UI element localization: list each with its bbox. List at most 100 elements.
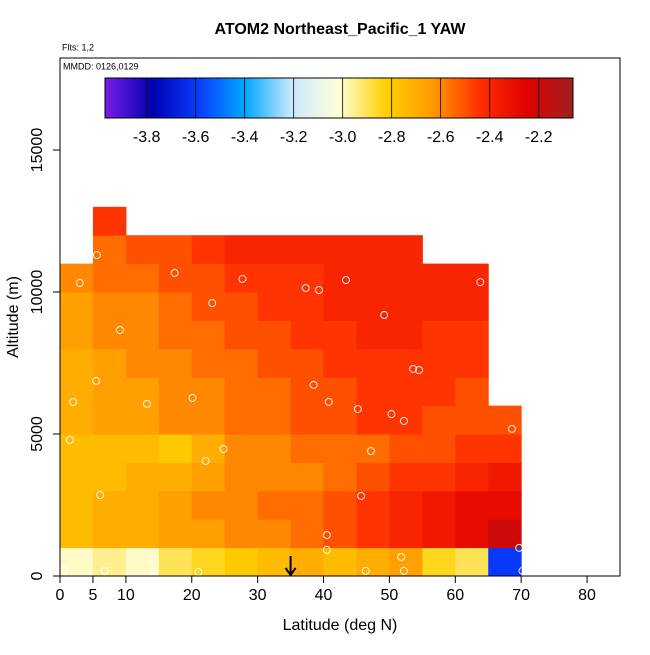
sample-point (518, 566, 527, 575)
heat-cell (257, 292, 292, 321)
heat-cell (92, 377, 127, 407)
heat-cell (422, 547, 456, 577)
heat-cell (191, 320, 226, 350)
heat-cell (257, 434, 292, 463)
heat-cell (224, 348, 259, 378)
heat-cell (323, 320, 357, 350)
heat-cell (125, 405, 160, 435)
heat-cell (257, 320, 292, 350)
heat-cell (455, 519, 489, 549)
heat-cell (422, 348, 456, 378)
heat-cell (455, 434, 489, 463)
heat-cell (125, 320, 160, 350)
sample-point (515, 543, 524, 552)
heat-cell (60, 263, 94, 293)
heat-cell (158, 377, 193, 407)
heat-cell (323, 348, 357, 378)
heat-cell (356, 519, 390, 549)
sample-point (143, 399, 151, 408)
annotation: MMDD: 0126,0129 (63, 61, 139, 71)
heat-cell (60, 519, 94, 549)
heat-cell (224, 263, 259, 293)
x-tick-label: 50 (381, 587, 399, 604)
sample-point (75, 278, 84, 287)
heat-cell (422, 405, 456, 435)
heat-cell (356, 462, 390, 492)
sample-point (322, 531, 331, 540)
heat-cell (356, 292, 390, 321)
colorbar (104, 77, 574, 119)
sample-point (380, 311, 389, 319)
sample-point (84, 251, 93, 260)
sample-point (314, 286, 323, 294)
heat-cell (389, 377, 423, 407)
y-axis-label: Altitude (m) (5, 276, 22, 358)
heat-cell (224, 320, 259, 350)
colorbar-tick-label: -2.2 (525, 129, 553, 146)
heat-cell (92, 405, 127, 435)
sample-point (130, 225, 139, 233)
x-tick-label: 30 (249, 587, 267, 604)
heat-cell (422, 320, 456, 350)
colorbar-tick-label: -3.0 (329, 129, 357, 146)
sample-point (353, 405, 362, 413)
sample-point (387, 410, 396, 419)
heat-cell (356, 320, 390, 350)
heat-cell (422, 292, 456, 321)
heat-cell (125, 292, 160, 321)
heat-cell (455, 547, 489, 577)
heat-cell (158, 547, 193, 577)
latitude-marker (284, 556, 297, 577)
heat-cell (224, 462, 259, 492)
heat-cell (488, 519, 522, 549)
heat-cell (125, 462, 160, 492)
heat-cell (257, 263, 292, 293)
heat-cell (158, 320, 193, 350)
heat-cell (290, 405, 325, 435)
heat-cell (60, 320, 94, 350)
sample-point (324, 397, 333, 406)
sample-point (397, 553, 406, 561)
x-tick-label: 60 (446, 587, 464, 604)
heat-cell (422, 377, 456, 407)
heat-cell (125, 235, 160, 265)
sample-point (399, 566, 408, 575)
heat-cell (455, 320, 489, 350)
heat-cell (422, 263, 456, 293)
colorbar-tick-label: -3.2 (280, 129, 308, 146)
heat-cell (455, 263, 489, 293)
heat-cell (191, 462, 226, 492)
sample-point (96, 491, 105, 500)
heat-cell (356, 405, 390, 435)
heat-cell (191, 519, 226, 549)
sample-point (309, 380, 318, 389)
heat-cell (60, 348, 94, 378)
heat-cell (257, 462, 292, 492)
sample-point (208, 299, 217, 308)
heat-cell (323, 263, 357, 293)
heat-cell (158, 462, 193, 492)
heat-cell (356, 490, 390, 520)
heat-cell (290, 235, 325, 265)
heat-cell (224, 519, 259, 549)
heat-cell (158, 348, 193, 378)
sample-point (409, 365, 418, 373)
heat-cell (257, 490, 292, 520)
heat-cell (389, 462, 423, 492)
heat-cell (92, 320, 127, 350)
heat-cell (488, 462, 522, 492)
heat-cell (125, 348, 160, 378)
y-tick-label: 10000 (29, 270, 46, 315)
y-tick-label: 5000 (29, 416, 46, 452)
x-tick-label: 10 (117, 587, 135, 604)
heat-cell (224, 235, 259, 265)
colorbar-tick-label: -2.6 (427, 129, 455, 146)
plot-frame (59, 57, 621, 577)
heat-cell (389, 320, 423, 350)
heat-cell (191, 547, 226, 577)
heat-cell (191, 405, 226, 435)
heat-cell (356, 547, 390, 577)
x-tick-label: 70 (512, 587, 530, 604)
heat-cell (389, 547, 423, 577)
